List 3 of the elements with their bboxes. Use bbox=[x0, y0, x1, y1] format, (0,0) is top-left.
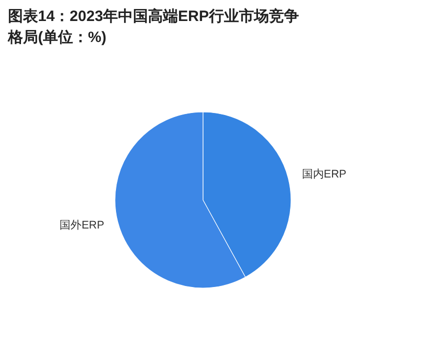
chart-title: 图表14：2023年中国高端ERP行业市场竞争格局(单位：%) bbox=[8, 7, 300, 48]
slice-label: 国内ERP bbox=[302, 168, 346, 181]
slice-label: 国外ERP bbox=[60, 219, 104, 232]
